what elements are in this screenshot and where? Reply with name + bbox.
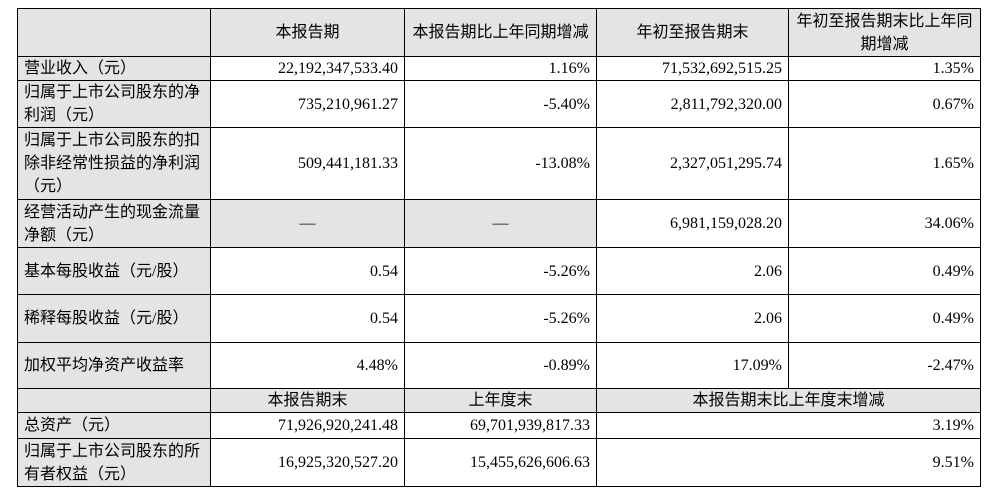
table-row: 总资产（元） 71,926,920,241.48 69,701,939,817.33… bbox=[17, 412, 981, 439]
header-cell: 本报告期末 bbox=[210, 388, 405, 413]
row-label: 总资产（元） bbox=[17, 412, 211, 439]
row-label: 基本每股收益（元/股） bbox=[17, 247, 211, 295]
value-cell: 1.16% bbox=[404, 56, 597, 81]
value-cell: 22,192,347,533.40 bbox=[210, 56, 405, 81]
value-cell: 15,455,626,606.63 bbox=[404, 438, 597, 487]
value-cell: 34.06% bbox=[788, 199, 981, 248]
value-cell: -5.26% bbox=[404, 247, 597, 295]
value-cell: 509,441,181.33 bbox=[210, 127, 405, 200]
value-cell: 0.54 bbox=[210, 294, 405, 343]
value-cell: 2.06 bbox=[596, 247, 789, 295]
value-cell: -0.89% bbox=[404, 342, 597, 389]
value-cell: 69,701,939,817.33 bbox=[404, 412, 597, 439]
row-label: 归属于上市公司股东的扣除非经常性损益的净利润（元） bbox=[17, 127, 211, 200]
table-row: 本报告期 本报告期比上年同期增减 年初至报告期末 年初至报告期末比上年同期增减 bbox=[17, 8, 981, 57]
value-cell: 2.06 bbox=[596, 294, 789, 343]
header-cell: 年初至报告期末 bbox=[596, 8, 789, 57]
table-row: 稀释每股收益（元/股） 0.54 -5.26% 2.06 0.49% bbox=[17, 294, 981, 343]
table-row: 基本每股收益（元/股） 0.54 -5.26% 2.06 0.49% bbox=[17, 247, 981, 295]
value-cell: 735,210,961.27 bbox=[210, 80, 405, 128]
value-cell: 6,981,159,028.20 bbox=[596, 199, 789, 248]
row-label: 归属于上市公司股东的所有者权益（元） bbox=[17, 438, 211, 487]
value-cell: -5.26% bbox=[404, 294, 597, 343]
value-cell: 0.49% bbox=[788, 247, 981, 295]
table-row: 归属于上市公司股东的扣除非经常性损益的净利润（元） 509,441,181.33-… bbox=[17, 127, 981, 200]
value-cell: 1.65% bbox=[788, 127, 981, 200]
value-cell: 0.49% bbox=[788, 294, 981, 343]
row-label: 归属于上市公司股东的净利润（元） bbox=[17, 80, 211, 128]
value-cell: 71,532,692,515.25 bbox=[596, 56, 789, 81]
value-cell: -5.40% bbox=[404, 80, 597, 128]
row-label: 加权平均净资产收益率 bbox=[17, 342, 211, 389]
value-cell: 1.35% bbox=[788, 56, 981, 81]
header-cell bbox=[17, 388, 211, 413]
value-cell: 17.09% bbox=[596, 342, 789, 389]
value-cell: 16,925,320,527.20 bbox=[210, 438, 405, 487]
row-label: 经营活动产生的现金流量净额（元） bbox=[17, 199, 211, 248]
table-row: 本报告期末 上年度末 本报告期末比上年度末增减 bbox=[17, 388, 981, 413]
value-cell: 0.67% bbox=[788, 80, 981, 128]
header-cell: 本报告期比上年同期增减 bbox=[404, 8, 597, 57]
table-row: 归属于上市公司股东的所有者权益（元） 16,925,320,527.20 15,45… bbox=[17, 438, 981, 487]
row-label: 稀释每股收益（元/股） bbox=[17, 294, 211, 343]
value-cell: — bbox=[210, 199, 405, 248]
row-label: 营业收入（元） bbox=[17, 56, 211, 81]
value-cell: 0.54 bbox=[210, 247, 405, 295]
table-row: 营业收入（元） 22,192,347,533.40 1.16% 71,532,692,… bbox=[17, 56, 981, 81]
header-cell: 年初至报告期末比上年同期增减 bbox=[788, 8, 981, 57]
table-row: 加权平均净资产收益率 4.48% -0.89% 17.09% -2.47% bbox=[17, 342, 981, 389]
value-cell: — bbox=[404, 199, 597, 248]
value-cell: 71,926,920,241.48 bbox=[210, 412, 405, 439]
value-cell: 9.51% bbox=[596, 438, 981, 487]
header-cell: 上年度末 bbox=[404, 388, 597, 413]
value-cell: 2,811,792,320.00 bbox=[596, 80, 789, 128]
header-cell: 本报告期末比上年度末增减 bbox=[596, 388, 981, 413]
table-row: 归属于上市公司股东的净利润（元） 735,210,961.27 -5.40% 2,81… bbox=[17, 80, 981, 128]
value-cell: -2.47% bbox=[788, 342, 981, 389]
header-cell: 本报告期 bbox=[210, 8, 405, 57]
value-cell: -13.08% bbox=[404, 127, 597, 200]
value-cell: 3.19% bbox=[596, 412, 981, 439]
value-cell: 4.48% bbox=[210, 342, 405, 389]
header-cell bbox=[17, 8, 211, 57]
value-cell: 2,327,051,295.74 bbox=[596, 127, 789, 200]
financial-table: 本报告期 本报告期比上年同期增减 年初至报告期末 年初至报告期末比上年同期增减 营业收入… bbox=[17, 8, 981, 487]
table-row: 经营活动产生的现金流量净额（元） — —6,981,159,028.20 34.06% bbox=[17, 199, 981, 248]
